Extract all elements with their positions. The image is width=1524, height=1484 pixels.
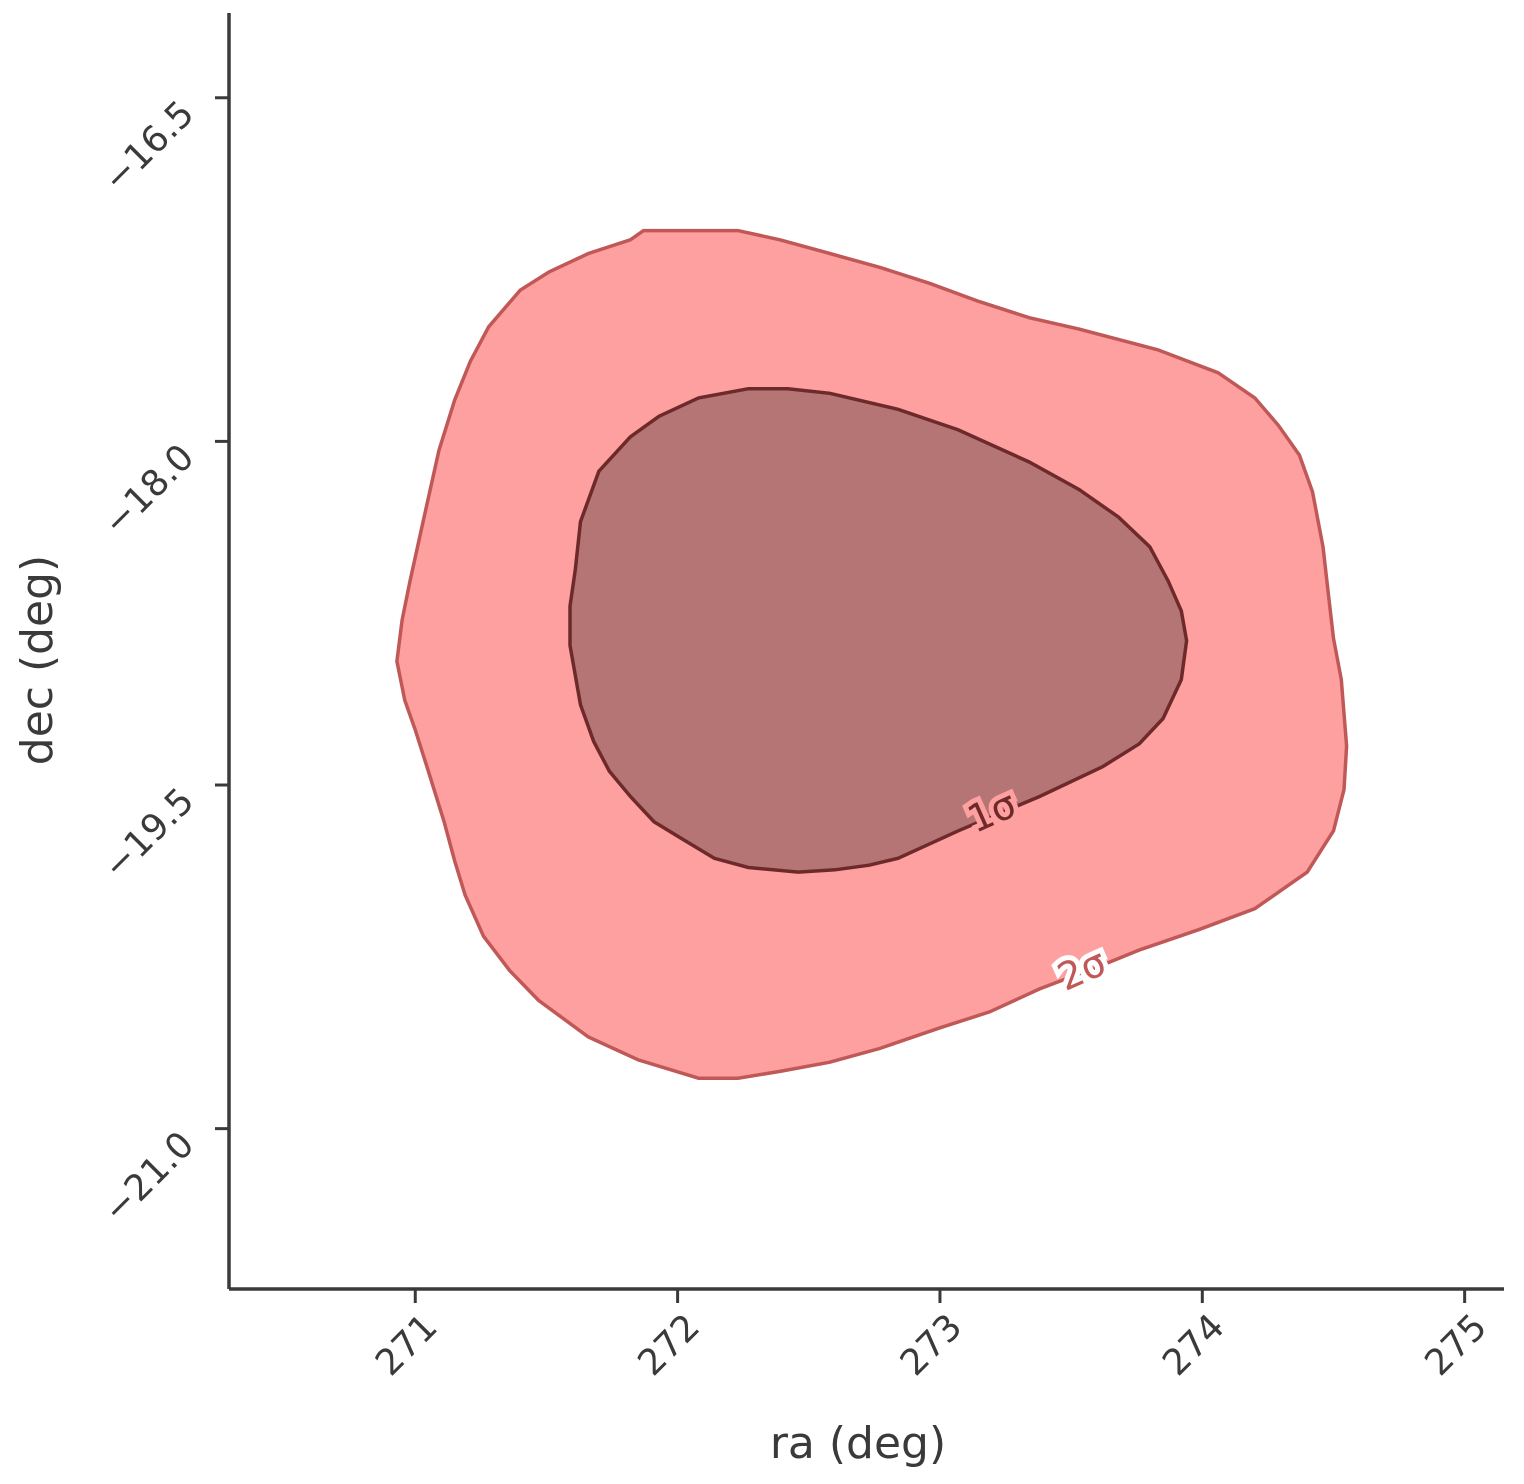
y-axis-label: dec (deg) (12, 555, 63, 765)
y-tick-label: −19.5 (95, 780, 202, 887)
x-tick-label: 271 (368, 1306, 446, 1384)
contour-region (568, 386, 1189, 874)
x-tick-label: 273 (893, 1306, 971, 1384)
x-tick-label: 275 (1417, 1306, 1495, 1384)
y-tick-label: −18.0 (95, 437, 202, 544)
x-tick-label: 272 (630, 1306, 708, 1384)
x-axis-label: ra (deg) (770, 1418, 946, 1469)
x-tick-label: 274 (1155, 1306, 1233, 1384)
y-tick-label: −16.5 (95, 93, 202, 200)
y-tick-label: −21.0 (95, 1124, 202, 1231)
